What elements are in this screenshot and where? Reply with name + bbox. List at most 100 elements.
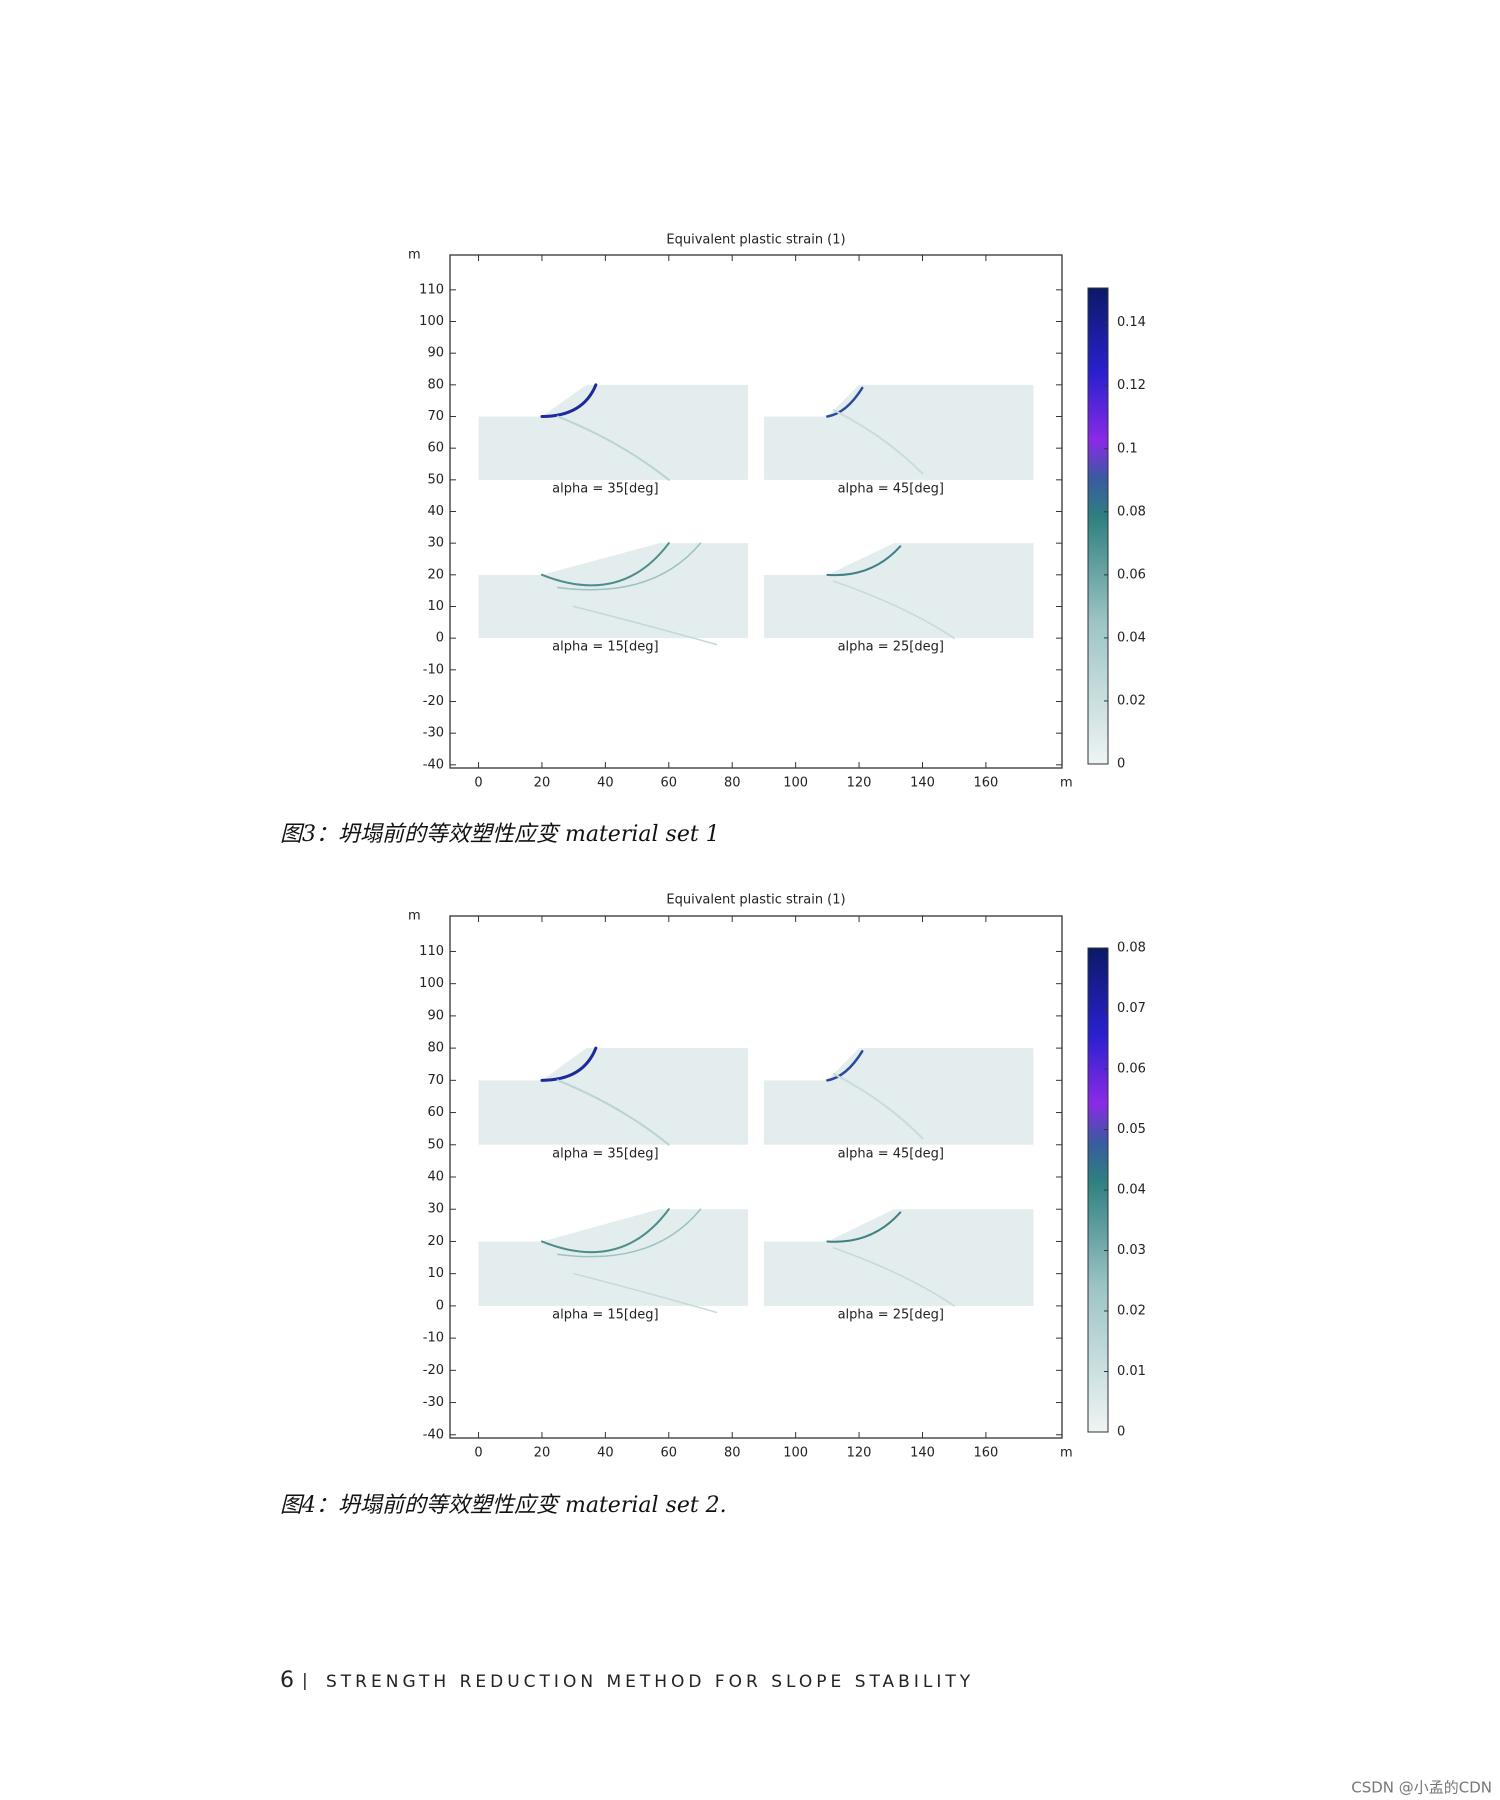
slip-band (826, 386, 864, 418)
x-tick-label: 80 (724, 1446, 741, 1461)
x-tick-label: 120 (847, 1446, 872, 1461)
y-tick-label: 0 (436, 631, 444, 646)
y-unit: m (408, 909, 421, 924)
slope-panel (478, 1209, 749, 1306)
x-tick-label: 160 (973, 1446, 998, 1461)
colorbar-tick-label: 0 (1117, 1425, 1125, 1440)
slope-panel (478, 384, 749, 480)
slip-band (572, 605, 718, 646)
x-tick-label: 140 (910, 1446, 935, 1461)
y-tick-label: 40 (427, 504, 444, 519)
plot-title: Equivalent plastic strain (1) (666, 893, 845, 908)
panel-label: alpha = 15[deg] (552, 640, 658, 655)
y-tick-label: 90 (427, 1008, 444, 1023)
x-tick-label: 120 (847, 776, 872, 791)
y-tick-label: 90 (427, 346, 444, 361)
colorbar-tick-label: 0.02 (1117, 1304, 1146, 1319)
x-unit: m (1060, 776, 1073, 791)
slip-band (540, 1208, 670, 1254)
y-tick-label: -10 (423, 662, 444, 677)
x-tick-label: 40 (597, 1446, 614, 1461)
footer-separator: | (302, 1671, 312, 1691)
slip-band (832, 580, 955, 639)
slope-panel (763, 1209, 1034, 1306)
y-tick-label: -40 (423, 757, 444, 772)
colorbar-tick-label: 0.12 (1117, 378, 1146, 393)
x-tick-label: 100 (783, 1446, 808, 1461)
slip-band (556, 415, 670, 481)
y-tick-label: -40 (423, 1427, 444, 1442)
y-tick-label: 80 (427, 1041, 444, 1056)
panel-label: alpha = 25[deg] (838, 1307, 944, 1322)
colorbar-tick-label: 0.01 (1117, 1364, 1146, 1379)
x-tick-label: 60 (661, 1446, 678, 1461)
panel-label: alpha = 15[deg] (552, 1307, 658, 1322)
y-tick-label: 50 (427, 1137, 444, 1152)
y-tick-label: 70 (427, 409, 444, 424)
y-tick-label: 70 (427, 1073, 444, 1088)
colorbar-tick-label: 0.1 (1117, 441, 1138, 456)
y-unit: m (408, 248, 421, 263)
figure-caption: 图4：坍塌前的等效塑性应变 material set 2. (280, 1493, 727, 1518)
slope-panel (763, 543, 1034, 639)
y-tick-label: 40 (427, 1170, 444, 1185)
y-tick-label: 10 (427, 599, 444, 614)
plot-frame (449, 915, 1063, 1439)
slip-band (572, 1272, 718, 1314)
slip-band (540, 542, 670, 587)
slip-band (832, 1072, 924, 1140)
plot-frame (449, 254, 1063, 769)
y-tick-label: 80 (427, 377, 444, 392)
slip-band (832, 1247, 955, 1307)
page-number: 6 (280, 1668, 294, 1693)
y-tick-label: -30 (423, 726, 444, 741)
slope-panel (478, 1048, 749, 1145)
y-tick-label: 0 (436, 1298, 444, 1313)
x-unit: m (1060, 1446, 1073, 1461)
colorbar-tick-label: 0.04 (1117, 630, 1146, 645)
x-tick-label: 140 (910, 776, 935, 791)
panel-label: alpha = 25[deg] (838, 640, 944, 655)
slip-band (556, 1079, 670, 1146)
y-tick-label: -10 (423, 1331, 444, 1346)
running-title: STRENGTH REDUCTION METHOD FOR SLOPE STAB… (326, 1672, 974, 1692)
y-tick-label: 100 (419, 976, 444, 991)
colorbar-tick-label: 0.08 (1117, 941, 1146, 956)
y-tick-label: -20 (423, 694, 444, 709)
x-tick-label: 20 (534, 776, 551, 791)
y-tick-label: 20 (427, 1234, 444, 1249)
colorbar-tick-label: 0.04 (1117, 1183, 1146, 1198)
colorbar-tick-label: 0.05 (1117, 1122, 1146, 1137)
x-tick-label: 0 (474, 776, 482, 791)
slip-band (826, 1050, 864, 1082)
slope-panel (763, 384, 1034, 480)
colorbar-tick-label: 0.03 (1117, 1243, 1146, 1258)
y-tick-label: 20 (427, 567, 444, 582)
colorbar-tick-label: 0.06 (1117, 1062, 1146, 1077)
watermark: CSDN @小孟的CDN (1351, 1779, 1492, 1797)
y-tick-label: -30 (423, 1395, 444, 1410)
panel-label: alpha = 35[deg] (552, 1146, 658, 1161)
y-tick-label: 100 (419, 314, 444, 329)
y-tick-label: 110 (419, 944, 444, 959)
y-tick-label: 30 (427, 1202, 444, 1217)
x-tick-label: 0 (474, 1446, 482, 1461)
panel-label: alpha = 35[deg] (552, 481, 658, 496)
colorbar-tick-label: 0.08 (1117, 504, 1146, 519)
colorbar (1087, 287, 1109, 765)
colorbar-tick-label: 0.14 (1117, 315, 1146, 330)
colorbar-tick-label: 0 (1117, 757, 1125, 772)
slope-panel (763, 1048, 1034, 1145)
slip-band (826, 1211, 902, 1243)
y-tick-label: 60 (427, 441, 444, 456)
figure-caption: 图3：坍塌前的等效塑性应变 material set 1 (280, 822, 720, 847)
plot-title: Equivalent plastic strain (1) (666, 233, 845, 248)
x-tick-label: 160 (973, 776, 998, 791)
panel-label: alpha = 45[deg] (838, 1146, 944, 1161)
colorbar-tick-label: 0.07 (1117, 1001, 1146, 1016)
slope-panel (478, 543, 749, 639)
y-tick-label: 30 (427, 536, 444, 551)
x-tick-label: 80 (724, 776, 741, 791)
